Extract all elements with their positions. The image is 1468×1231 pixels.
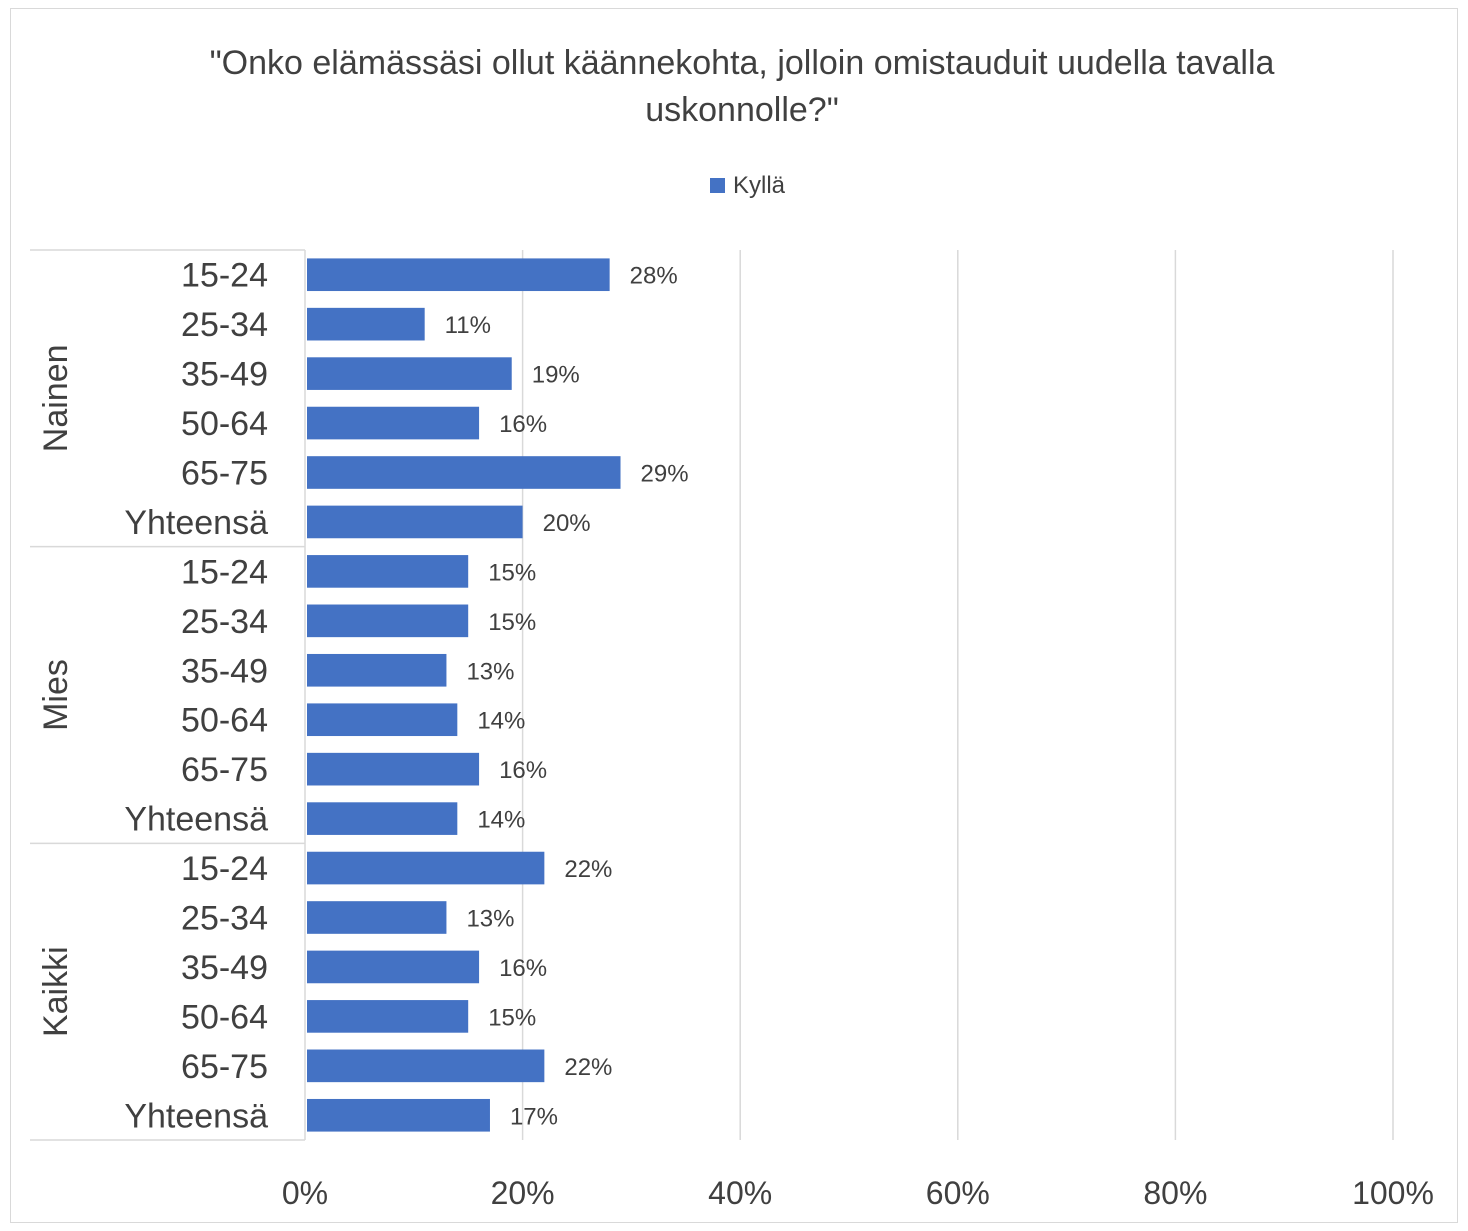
category-label: 65-75: [181, 455, 268, 493]
data-label: 22%: [564, 1054, 612, 1081]
data-label: 28%: [630, 263, 678, 290]
bar-kaikki-25-34: [307, 901, 447, 934]
bar-nainen-25-34: [307, 307, 425, 341]
bar-kaikki-50-64: [307, 1000, 469, 1033]
data-labels: 28%11%19%16%29%20%15%15%13%14%16%14%22%1…: [445, 263, 689, 1131]
group-label-nainen: Nainen: [37, 344, 75, 452]
category-label: 35-49: [181, 356, 268, 394]
category-label: 25-34: [181, 603, 268, 641]
chart-title: "Onko elämässäsi ollut käännekohta, joll…: [210, 44, 1275, 129]
bar-nainen-50-64: [307, 406, 480, 440]
bar-nainen-65-75: [307, 456, 621, 489]
category-label: 15-24: [181, 850, 268, 888]
bar-mies-65-75: [307, 752, 480, 786]
category-label: 50-64: [181, 702, 268, 740]
category-label: Yhteensä: [124, 801, 268, 839]
group-label-kaikki: Kaikki: [37, 946, 75, 1037]
data-label: 19%: [532, 362, 580, 389]
gridlines: [521, 250, 1394, 1140]
data-label: 14%: [477, 807, 525, 834]
legend-swatch-kylla: [710, 178, 725, 193]
category-label: Yhteensä: [124, 1097, 268, 1135]
category-label: Yhteensä: [124, 504, 268, 542]
bars: [307, 258, 621, 1132]
bar-mies-35-49: [307, 653, 447, 687]
category-label: 25-34: [181, 900, 268, 938]
bar-mies-15-24: [307, 555, 469, 588]
data-label: 16%: [499, 955, 547, 982]
bar-kaikki-65-75: [307, 1049, 545, 1083]
bar-nainen-yhteensä: [307, 505, 523, 539]
data-label: 22%: [564, 856, 612, 883]
chart-area: [10, 8, 1458, 1223]
bar-kaikki-yhteensä: [307, 1098, 490, 1132]
bar-nainen-15-24: [307, 258, 610, 292]
bar-nainen-35-49: [307, 357, 512, 390]
x-tick-label: 20%: [491, 1175, 555, 1211]
chart-legend: Kyllä: [710, 172, 786, 199]
data-label: 17%: [510, 1103, 558, 1130]
x-tick-label: 60%: [926, 1175, 990, 1211]
bar-mies-50-64: [307, 703, 458, 737]
x-tick-label: 0%: [282, 1175, 328, 1211]
bar-mies-yhteensä: [307, 802, 458, 835]
category-label: 50-64: [181, 405, 268, 443]
data-label: 13%: [466, 906, 514, 933]
data-label: 16%: [499, 411, 547, 438]
chart-title-line: uskonnolle?": [645, 91, 839, 129]
data-label: 15%: [488, 559, 536, 586]
category-axis: Nainen 15-24 25-34 35-49 50-64 65-75 Yhteensä M…: [30, 249, 306, 1141]
data-label: 15%: [488, 1004, 536, 1031]
category-label: 35-49: [181, 652, 268, 690]
data-label: 11%: [445, 312, 491, 339]
data-label: 16%: [499, 757, 547, 784]
legend-label-kylla: Kyllä: [733, 172, 786, 199]
data-label: 20%: [543, 510, 591, 537]
bar-mies-25-34: [307, 604, 469, 638]
data-label: 29%: [641, 461, 689, 488]
bar-kaikki-35-49: [307, 950, 480, 984]
x-tick-label: 80%: [1143, 1175, 1207, 1211]
category-label: 50-64: [181, 998, 268, 1036]
data-label: 15%: [488, 609, 536, 636]
category-label: 65-75: [181, 751, 268, 789]
data-label: 13%: [466, 658, 514, 685]
x-tick-label: 40%: [708, 1175, 772, 1211]
chart-title-line: "Onko elämässäsi ollut käännekohta, joll…: [210, 44, 1275, 82]
data-label: 14%: [477, 708, 525, 735]
category-label: 15-24: [181, 257, 268, 295]
group-label-mies: Mies: [37, 659, 75, 731]
category-label: 25-34: [181, 306, 268, 344]
x-tick-label: 100%: [1352, 1175, 1434, 1211]
x-axis-ticks: 0% 20% 40% 60% 80% 100%: [282, 1175, 1434, 1211]
category-label: 15-24: [181, 553, 268, 591]
bar-kaikki-15-24: [307, 851, 545, 885]
category-label: 65-75: [181, 1048, 268, 1086]
category-label: 35-49: [181, 949, 268, 987]
